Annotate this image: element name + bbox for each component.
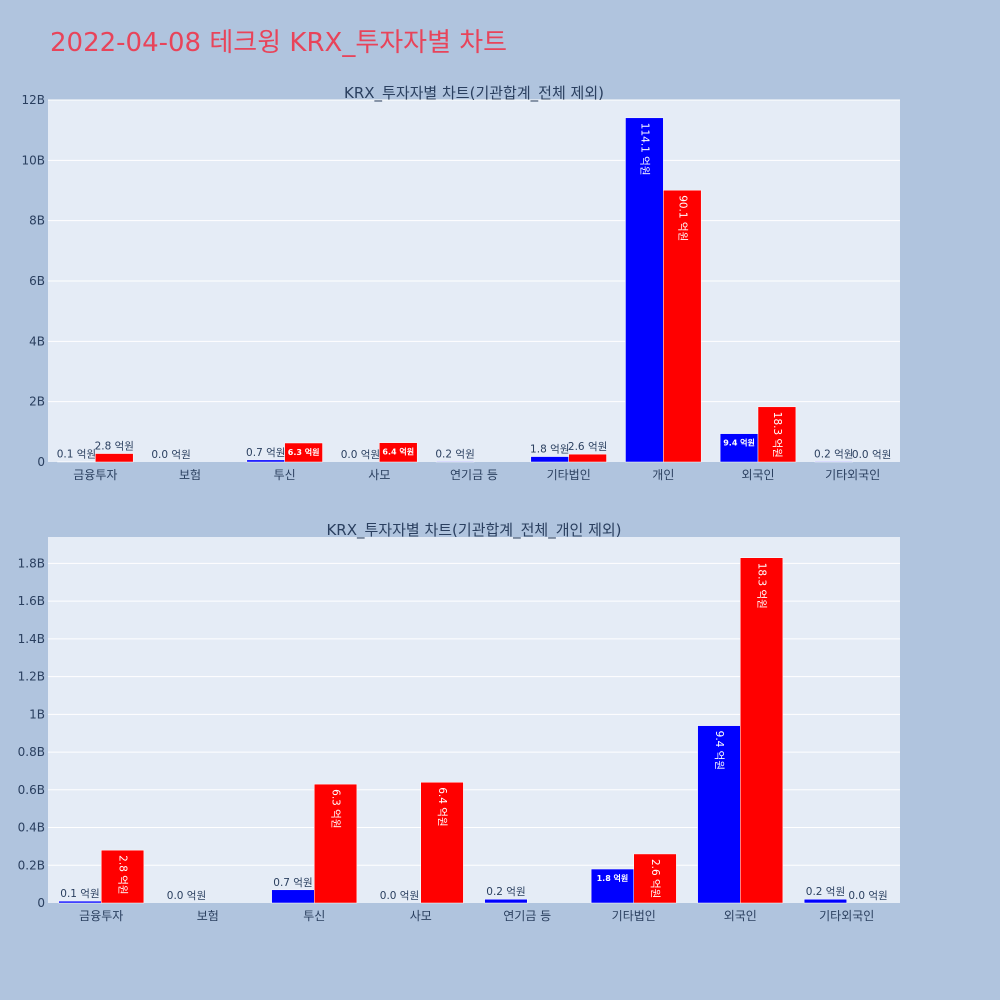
bar-value-label: 0.0 억원 xyxy=(848,890,887,902)
bar-value-label: 0.0 억원 xyxy=(341,449,380,461)
bar-value-label: 6.3 억원 xyxy=(330,789,342,828)
x-tick-label: 금융투자 xyxy=(79,909,123,923)
bar-value-label: 6.4 억원 xyxy=(436,787,448,826)
bar xyxy=(95,453,134,463)
x-tick-label: 개인 xyxy=(652,468,674,482)
bar-value-label: 2.6 억원 xyxy=(649,859,661,898)
y-tick-label: 1B xyxy=(29,707,45,721)
x-tick-label: 외국인 xyxy=(724,909,757,923)
bar-value-label: 0.7 억원 xyxy=(273,877,312,889)
bar xyxy=(568,453,607,463)
bar xyxy=(435,461,475,463)
bar-value-label: 9.4 억원 xyxy=(713,731,725,770)
bar-value-label: 0.2 억원 xyxy=(486,886,525,898)
bar xyxy=(484,898,528,904)
bar-value-label: 0.1 억원 xyxy=(57,449,96,461)
bar xyxy=(719,433,759,463)
bar-value-label: 6.4 억원 xyxy=(382,447,414,457)
bar-value-label: 1.8 억원 xyxy=(530,444,569,456)
chart-title: KRX_투자자별 차트(기관합계_전체 제외) xyxy=(344,84,604,103)
y-tick-label: 0.8B xyxy=(18,745,45,759)
x-tick-label: 사모 xyxy=(368,468,390,482)
bar xyxy=(101,849,145,904)
x-tick-label: 투신 xyxy=(303,909,325,923)
bar-value-label: 2.8 억원 xyxy=(95,441,134,453)
bar xyxy=(58,900,102,904)
bar xyxy=(803,898,848,904)
x-tick-label: 연기금 등 xyxy=(503,909,551,923)
bar-value-label: 2.8 억원 xyxy=(117,855,129,894)
bar-value-label: 0.0 억원 xyxy=(380,890,419,902)
bar-value-label: 0.2 억원 xyxy=(814,448,853,460)
y-tick-label: 10B xyxy=(21,153,45,167)
bar-value-label: 114.1 억원 xyxy=(638,123,650,176)
bar xyxy=(697,725,741,904)
y-tick-label: 1.6B xyxy=(18,594,45,608)
y-tick-label: 1.8B xyxy=(18,556,45,570)
bar xyxy=(314,783,358,904)
x-tick-label: 기타법인 xyxy=(612,909,656,923)
bar xyxy=(633,853,677,904)
y-tick-label: 0.2B xyxy=(18,858,45,872)
x-tick-label: 금융투자 xyxy=(73,468,117,482)
x-tick-label: 투신 xyxy=(274,468,296,482)
y-tick-label: 0.4B xyxy=(18,821,45,835)
bar-value-label: 0.1 억원 xyxy=(60,888,99,900)
bar-value-label: 6.3 억원 xyxy=(288,447,320,457)
x-tick-label: 외국인 xyxy=(741,468,774,482)
bar xyxy=(740,557,784,904)
y-tick-label: 0 xyxy=(37,896,45,910)
bar-value-label: 18.3 억원 xyxy=(771,412,783,458)
bar xyxy=(271,889,315,904)
y-tick-label: 6B xyxy=(29,274,45,288)
bar xyxy=(590,868,635,904)
y-tick-label: 2B xyxy=(29,395,45,409)
bar-value-label: 18.3 억원 xyxy=(756,563,768,609)
bar-value-label: 0.0 억원 xyxy=(151,449,190,461)
bar-value-label: 0.2 억원 xyxy=(806,886,845,898)
bar-value-label: 2.6 억원 xyxy=(568,441,607,453)
x-tick-label: 기타외국인 xyxy=(819,909,874,923)
bar xyxy=(625,117,664,463)
x-tick-label: 기타법인 xyxy=(547,468,591,482)
chart-top: 0 2B 4B 6B 8B 10B 12B KRX_투자자별 차트(기관합계_전체 제외) 금융… xyxy=(21,84,900,482)
bar xyxy=(379,442,418,463)
chart-title: KRX_투자자별 차트(기관합계_전체_개인 제외) xyxy=(326,521,621,540)
x-tick-label: 보험 xyxy=(179,468,201,482)
y-tick-label: 1.4B xyxy=(18,632,45,646)
bar-value-label: 90.1 억원 xyxy=(676,195,688,241)
page-title: 2022-04-08 테크윙 KRX_투자자별 차트 xyxy=(50,28,508,58)
y-tick-label: 4B xyxy=(29,334,45,348)
bar xyxy=(420,782,464,904)
bar xyxy=(284,442,323,463)
y-tick-label: 0 xyxy=(37,455,45,469)
bar-value-label: 1.8 억원 xyxy=(597,873,629,883)
y-tick-label: 8B xyxy=(29,214,45,228)
bar-value-label: 0.2 억원 xyxy=(435,448,474,460)
bar-value-label: 0.0 억원 xyxy=(167,890,206,902)
y-tick-label: 12B xyxy=(21,93,45,107)
x-tick-label: 연기금 등 xyxy=(450,468,498,482)
bar-value-label: 9.4 억원 xyxy=(723,438,755,448)
bar xyxy=(663,189,702,463)
bar-value-label: 0.7 억원 xyxy=(246,447,285,459)
y-tick-label: 0.6B xyxy=(18,783,45,797)
y-tick-label: 1.2B xyxy=(18,670,45,684)
x-tick-label: 기타외국인 xyxy=(825,468,880,482)
bar xyxy=(757,406,797,463)
bar xyxy=(814,461,853,463)
x-tick-label: 사모 xyxy=(410,909,432,923)
bar-value-label: 0.0 억원 xyxy=(852,449,891,461)
x-tick-label: 보험 xyxy=(197,909,219,923)
